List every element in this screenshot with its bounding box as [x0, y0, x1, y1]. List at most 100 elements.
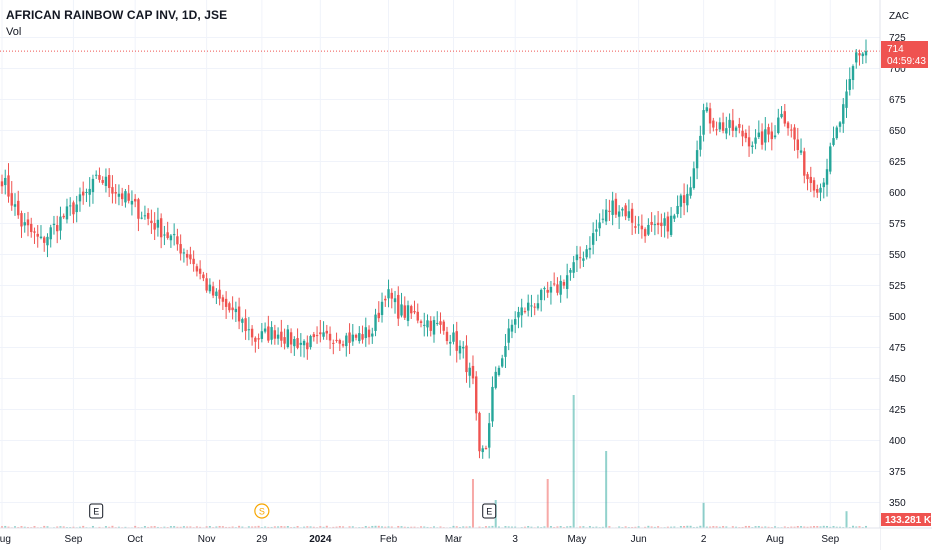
candle-body [286, 329, 290, 347]
candle-body [98, 174, 101, 180]
volume-bar [553, 526, 556, 528]
candle-body [647, 224, 650, 235]
price-tick-label: 700 [889, 64, 906, 75]
volume-bar [56, 526, 59, 528]
volume-bar [150, 526, 153, 528]
volume-bar [26, 526, 29, 528]
time-tick-label: Oct [127, 534, 143, 545]
volume-indicator-label[interactable]: Vol [6, 26, 22, 38]
time-tick-label: 29 [256, 534, 268, 545]
volume-bar [666, 526, 669, 528]
candle-body [146, 212, 150, 219]
volume-bar [208, 526, 211, 528]
candle-body [838, 122, 842, 127]
candle-body [699, 135, 702, 150]
candle-body [536, 303, 540, 309]
candle-body [465, 345, 468, 373]
volume-bar [689, 525, 692, 528]
volume-bar [195, 526, 198, 528]
price-tick-label: 475 [889, 343, 906, 354]
volume-bar [390, 526, 393, 528]
volume-bar [221, 526, 224, 528]
candle-body [692, 168, 696, 189]
candle-body [410, 306, 413, 314]
price-tick-label: 575 [889, 219, 906, 230]
time-tick-label: 2 [701, 534, 707, 545]
candle-body [526, 302, 530, 311]
volume-bar [364, 525, 367, 528]
candle-body [481, 448, 484, 453]
candle-body [617, 211, 621, 217]
candle-body [43, 237, 46, 243]
volume-bar [309, 526, 312, 528]
volume-bar [169, 526, 172, 528]
candle-body [85, 191, 88, 193]
volume-bar [673, 526, 676, 528]
volume-bar [439, 526, 442, 528]
volume-bar [218, 525, 221, 528]
time-axis-bg[interactable] [0, 528, 880, 550]
candle-body [130, 200, 134, 205]
candle-body [562, 282, 566, 286]
volume-bar [111, 525, 114, 528]
candle-body [858, 53, 861, 56]
candle-body [250, 328, 254, 338]
volume-bar [790, 526, 793, 528]
volume-bar [147, 526, 150, 528]
volume-bar [774, 526, 777, 528]
candle-body [491, 386, 494, 422]
time-tick-label: Jun [631, 534, 647, 545]
candle-body [777, 117, 780, 133]
volume-bar [257, 525, 260, 528]
price-axis-bg[interactable] [880, 0, 932, 530]
volume-bar [855, 526, 858, 528]
volume-bar [712, 526, 715, 528]
candle-body [380, 301, 384, 316]
volume-bar [397, 525, 400, 528]
volume-bar [43, 525, 46, 528]
candle-body [812, 180, 816, 191]
candle-body [182, 252, 186, 254]
candle-body [254, 337, 257, 342]
symbol-title[interactable]: AFRICAN RAINBOW CAP INV, 1D, JSE [6, 8, 228, 22]
volume-bar [796, 526, 799, 528]
candle-body [556, 284, 559, 293]
volume-bar [241, 526, 244, 528]
candle-body [822, 182, 825, 188]
candle-body [367, 329, 371, 338]
candle-body [780, 113, 783, 118]
candle-body [231, 307, 234, 311]
volume-bar [644, 526, 647, 528]
volume-bar [709, 526, 712, 528]
volume-bar [852, 525, 855, 528]
candle-body [835, 127, 838, 139]
candle-body [598, 222, 601, 229]
chart-legend: AFRICAN RAINBOW CAP INV, 1D, JSE Vol [6, 7, 227, 41]
price-tick-label: 725 [889, 33, 906, 44]
candle-body [263, 328, 267, 332]
candle-body [455, 331, 458, 351]
candle-body [816, 189, 819, 193]
price-tick-label: 525 [889, 281, 906, 292]
candle-body [23, 222, 26, 226]
candle-body [30, 223, 33, 233]
candle-body [786, 122, 790, 129]
split-marker-icon [254, 503, 270, 519]
candle-body [169, 235, 173, 241]
candle-body [75, 204, 78, 213]
volume-bar [332, 526, 335, 528]
volume-bar [829, 526, 832, 528]
candle-body [153, 223, 156, 230]
volume-bar [59, 526, 62, 528]
candle-body [374, 314, 377, 331]
volume-bar [374, 525, 377, 528]
candle-body [296, 338, 299, 348]
volume-bar [754, 526, 757, 528]
volume-bar [33, 526, 36, 528]
candle-body [192, 258, 195, 265]
volume-bar [400, 526, 403, 528]
volume-bar [748, 525, 751, 528]
candle-body [523, 311, 527, 313]
